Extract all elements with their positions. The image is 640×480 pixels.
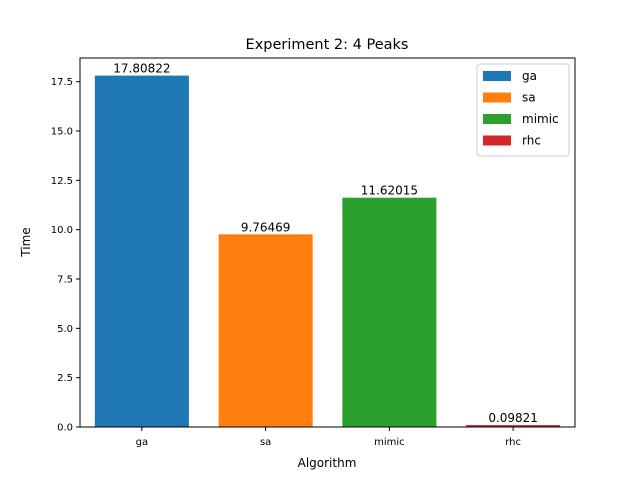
y-tick-label: 12.5: [51, 176, 73, 187]
legend-swatch-rhc: [483, 135, 511, 146]
x-tick-label-mimic: mimic: [374, 437, 405, 448]
x-axis-label: Algorithm: [298, 456, 357, 470]
y-tick-label: 17.5: [51, 77, 73, 88]
legend-swatch-mimic: [483, 114, 511, 124]
legend: ga sa mimic rhc: [476, 63, 570, 157]
x-tick-label-rhc: rhc: [505, 437, 521, 448]
chart-title: Experiment 2: 4 Peaks: [246, 37, 409, 53]
bar-value-label-ga: 17.80822: [113, 62, 170, 76]
legend-swatch-ga: [483, 71, 511, 81]
y-tick-label: 2.5: [57, 373, 73, 384]
y-tick-label: 0.0: [57, 423, 73, 434]
bar-mimic: [342, 197, 437, 427]
bar-ga: [94, 75, 189, 427]
y-axis-label: Time: [19, 227, 33, 257]
legend-label-rhc: rhc: [522, 134, 541, 148]
axes-frame: [79, 57, 576, 428]
legend-label-sa: sa: [522, 91, 536, 105]
plot-area: 17.80822 ga 9.76469 sa 11.62015 mimic 0.09821 r…: [51, 57, 576, 448]
legend-label-mimic: mimic: [522, 112, 559, 126]
legend-box: [476, 63, 570, 157]
x-tick-label-ga: ga: [136, 437, 148, 448]
y-tick-label: 7.5: [57, 275, 73, 286]
legend-label-ga: ga: [522, 69, 537, 83]
bar-value-label-mimic: 11.62015: [361, 184, 418, 198]
x-tick-label-sa: sa: [260, 437, 271, 448]
y-tick-label: 5.0: [57, 324, 73, 335]
bar-sa: [218, 234, 313, 427]
y-tick-label: 15.0: [51, 127, 73, 138]
bar-value-label-rhc: 0.09821: [488, 411, 538, 425]
bar-value-label-sa: 9.76469: [241, 220, 291, 234]
y-tick-label: 10.0: [51, 225, 73, 236]
bar-rhc: [466, 425, 561, 427]
legend-swatch-sa: [483, 92, 511, 103]
